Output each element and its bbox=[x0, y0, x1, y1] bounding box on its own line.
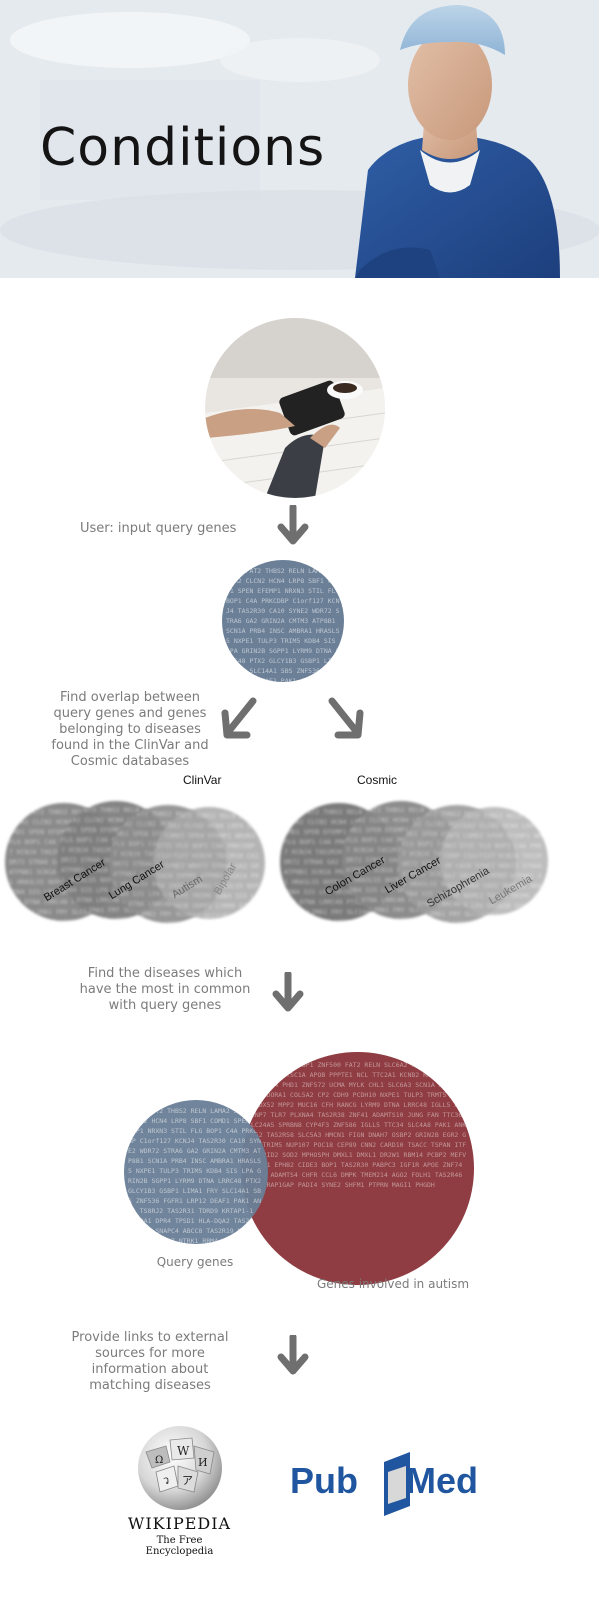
svg-text:И: И bbox=[198, 1456, 208, 1469]
hero-photo-background bbox=[0, 0, 599, 278]
svg-text:ア: ア bbox=[182, 1474, 193, 1487]
pubmed-link[interactable]: Pub Med bbox=[288, 1450, 498, 1520]
step2-label: Find overlap between query genes and gen… bbox=[51, 690, 209, 769]
cosmic-disease-circles: CHL1 FAT2 THBS2 RELN LAMA2 SLC6A2 CLCN2 … bbox=[280, 795, 550, 930]
query-genes-label: Query genes bbox=[156, 1255, 234, 1269]
svg-text:Ω: Ω bbox=[155, 1455, 163, 1466]
query-genes-circle: CHL1 FAT2 THBS2 RELN LAMA2 SLC6A2 CLCN2 … bbox=[222, 560, 344, 682]
page-title: Conditions bbox=[40, 118, 326, 178]
pubmed-wordmark-left: Pub bbox=[290, 1460, 358, 1501]
clinvar-label: ClinVar bbox=[183, 773, 222, 787]
wikipedia-link[interactable]: Ω W И ว ア WIKIPEDIA The Free Encyclopedi… bbox=[122, 1422, 237, 1582]
svg-text:ว: ว bbox=[163, 1474, 169, 1487]
step3-label: Find the diseases which have the most in… bbox=[79, 966, 251, 1013]
step1-label: User: input query genes bbox=[80, 521, 237, 536]
query-genes-venn-circle: CHL1 FAT2 THBS2 RELN LAMA2 SLC6A2 CLCN2 … bbox=[124, 1100, 268, 1244]
pubmed-logo-icon bbox=[384, 1452, 410, 1516]
autism-genes-label: Genes involved in autism bbox=[316, 1277, 470, 1291]
query-genes-venn-text: CHL1 FAT2 THBS2 RELN LAMA2 SLC6A2 CLCN2 … bbox=[128, 1107, 262, 1244]
wikipedia-globe-icon: Ω W И ว ア bbox=[138, 1426, 222, 1510]
step4-label: Provide links to external sources for mo… bbox=[71, 1330, 229, 1393]
svg-text:W: W bbox=[177, 1444, 190, 1458]
down-arrow-icon bbox=[277, 505, 309, 545]
clinvar-disease-circles: CHL1 FAT2 THBS2 RELN LAMA2 SLC6A2 CLCN2 … bbox=[5, 795, 275, 930]
disease-circle: CHL1 FAT2 THBS2 RELN LAMA2 SLC6A2 CLCN2 … bbox=[153, 807, 265, 919]
query-genes-text: CHL1 FAT2 THBS2 RELN LAMA2 SLC6A2 CLCN2 … bbox=[226, 567, 340, 682]
wikipedia-tagline: The Free Encyclopedia bbox=[145, 1535, 214, 1557]
autism-genes-text: VWF NRXN3 TPS3BP1 ZNF500 FAT2 RELN SLC6A… bbox=[247, 1061, 467, 1189]
autism-genes-circle: VWF NRXN3 TPS3BP1 ZNF500 FAT2 RELN SLC6A… bbox=[241, 1052, 474, 1285]
hero-banner: Conditions bbox=[0, 0, 599, 278]
down-arrow-icon bbox=[272, 972, 304, 1012]
down-left-arrow-icon bbox=[221, 697, 257, 739]
disease-circle: CHL1 FAT2 THBS2 RELN LAMA2 SLC6A2 CLCN2 … bbox=[440, 807, 548, 915]
down-right-arrow-icon bbox=[328, 697, 364, 739]
wikipedia-wordmark: WIKIPEDIA bbox=[127, 1514, 232, 1533]
cosmic-label: Cosmic bbox=[357, 773, 398, 787]
pubmed-wordmark-right: Med bbox=[406, 1460, 478, 1501]
user-photo-circle bbox=[205, 318, 385, 498]
down-arrow-icon bbox=[277, 1335, 309, 1375]
